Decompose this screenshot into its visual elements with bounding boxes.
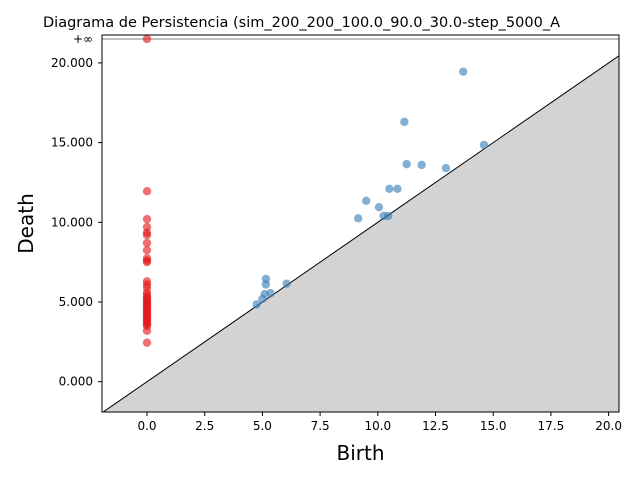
data-point-h1-4 — [417, 160, 426, 170]
data-point-h1-1 — [400, 117, 409, 127]
data-point-h1-9 — [374, 202, 384, 212]
x-tick-label-5: 12.5 — [422, 419, 449, 433]
x-tick-label-7: 17.5 — [538, 419, 565, 433]
data-point-h1-18 — [258, 294, 267, 304]
data-point-h0-36 — [142, 338, 152, 347]
data-point-h0-0 — [142, 35, 152, 44]
y-axis-ticks: 0.000 5.000 10.000 15.000 20.000 — [51, 56, 102, 389]
plot-frame — [101, 34, 620, 413]
data-point-h1-5 — [441, 163, 451, 173]
data-point-h0-1 — [142, 187, 152, 196]
x-tick-label-4: 10.0 — [364, 419, 391, 433]
x-tick-label-2: 5.0 — [253, 419, 272, 433]
chart-title: Diagrama de Persistencia (sim_200_200_10… — [43, 15, 560, 31]
data-point-h1-12 — [383, 211, 393, 221]
x-tick-label-1: 2.5 — [195, 419, 214, 433]
data-point-h0-5 — [142, 230, 152, 240]
data-point-h1-2 — [479, 140, 489, 150]
data-point-h0-7 — [142, 246, 152, 255]
data-point-h1-10 — [353, 214, 363, 223]
points-layer — [142, 35, 489, 347]
data-point-h0-6 — [142, 238, 152, 248]
data-point-h1-19 — [252, 300, 261, 309]
y-tick-label-4: 20.000 — [51, 56, 93, 70]
y-tick-label-2: 10.000 — [51, 215, 93, 229]
infinity-tick-label: +∞ — [73, 32, 93, 46]
data-point-h1-3 — [402, 159, 411, 169]
y-axis-label: Death — [14, 193, 38, 253]
x-tick-label-3: 7.5 — [311, 419, 330, 433]
data-point-h1-8 — [362, 196, 371, 205]
y-tick-label-1: 5.000 — [59, 295, 93, 309]
x-tick-label-6: 15.0 — [480, 419, 507, 433]
data-point-h0-10 — [142, 257, 152, 267]
data-point-h1-7 — [393, 184, 402, 194]
data-point-h1-14 — [261, 280, 271, 289]
data-point-h1-6 — [385, 184, 394, 194]
x-axis-label: Birth — [336, 441, 384, 465]
data-point-h0-35 — [142, 326, 152, 335]
y-tick-label-0: 0.000 — [59, 375, 93, 389]
x-tick-label-8: 20.0 — [595, 419, 622, 433]
data-point-h0-2 — [142, 214, 152, 224]
data-point-h1-0 — [459, 67, 468, 76]
y-tick-label-3: 15.000 — [51, 136, 93, 150]
data-point-h1-15 — [282, 279, 291, 288]
x-axis-ticks: 0.0 2.5 5.0 7.5 10.0 12.5 15.0 17.5 20.0 — [137, 412, 622, 433]
x-tick-label-0: 0.0 — [137, 419, 156, 433]
